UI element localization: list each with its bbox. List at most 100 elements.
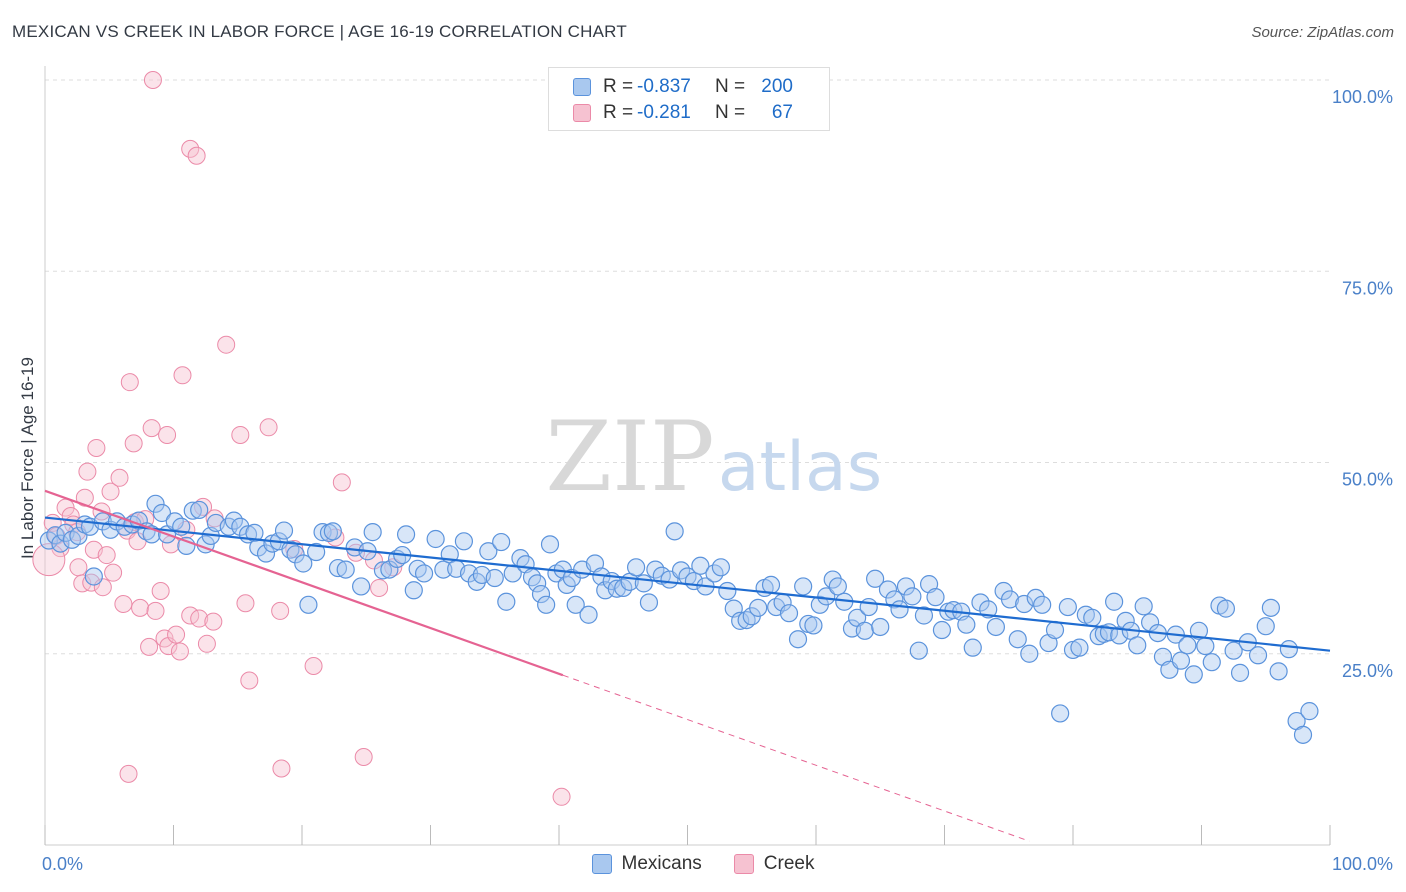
mexican-point	[779, 604, 799, 623]
watermark-atlas: atlas	[718, 428, 882, 507]
mexican-point	[245, 523, 264, 542]
creek-point	[240, 671, 259, 690]
mexican-point	[313, 523, 332, 542]
mexican-point	[336, 560, 355, 579]
creek-point	[259, 418, 278, 437]
mexican-point	[531, 584, 551, 604]
watermark: ZIP atlas	[545, 401, 882, 513]
mexican-point	[1128, 636, 1147, 655]
mexican-point	[1051, 704, 1070, 723]
mexican-point	[691, 556, 710, 575]
mexican-point	[152, 503, 172, 523]
mexican-point	[1033, 595, 1052, 614]
mexican-point	[408, 559, 427, 578]
creek-point	[272, 759, 291, 778]
creek-point	[187, 146, 206, 165]
creek-point	[231, 425, 250, 444]
creek-point	[142, 419, 161, 438]
mexican-point	[794, 577, 813, 596]
creek-point	[143, 71, 162, 89]
creek-point	[332, 473, 351, 492]
creek-point	[204, 612, 223, 631]
mexican-point	[885, 590, 904, 609]
y-tick-label: 75.0%	[1342, 278, 1393, 298]
mexican-point	[596, 581, 615, 600]
mexican-point	[761, 575, 781, 595]
mexican-point	[497, 592, 516, 611]
mexican-point	[1045, 620, 1065, 640]
mexican-point	[579, 605, 598, 624]
mexican-point	[396, 525, 416, 544]
mexican-point	[932, 620, 952, 640]
mexican-point	[528, 574, 547, 593]
mexican-point	[537, 595, 556, 614]
creek-trend-line	[44, 489, 564, 677]
creek-point	[119, 764, 138, 783]
mexican-points	[39, 494, 1319, 744]
mexican-point	[190, 500, 209, 520]
mexican-point	[51, 534, 70, 553]
mexican-point	[866, 569, 885, 588]
mexican-point	[828, 577, 847, 596]
mexican-point	[1256, 617, 1275, 636]
n-value: 200	[761, 76, 793, 97]
creek-swatch	[573, 104, 591, 122]
mexican-point	[1105, 592, 1124, 611]
mexican-point	[363, 523, 382, 542]
mexican-point	[1058, 597, 1077, 617]
mexican-point	[256, 544, 276, 563]
mexican-point	[1216, 599, 1236, 618]
mexican-point	[299, 595, 318, 614]
mexican-point	[1202, 653, 1221, 672]
mexican-point	[896, 577, 916, 596]
mexican-point	[485, 568, 504, 588]
mexican-point	[639, 593, 659, 612]
mexican-point	[414, 564, 434, 583]
creek-point	[197, 634, 216, 653]
mexican-point	[1300, 702, 1319, 721]
mexican-point	[909, 641, 928, 660]
mexican-point	[1015, 594, 1034, 614]
creek-point	[69, 558, 88, 577]
mexican-point	[328, 558, 348, 578]
source-label: Source: ZipAtlas.com	[1251, 24, 1394, 41]
legend-item-mexicans[interactable]: Mexicans	[591, 853, 702, 875]
legend-row-mexicans: R = -0.837 N = 200	[573, 75, 793, 99]
mexican-point	[434, 560, 453, 579]
creek-points	[32, 71, 571, 806]
creek-point	[104, 563, 123, 582]
creek-point	[131, 598, 150, 617]
mexican-point	[286, 545, 305, 564]
mexican-point	[1269, 662, 1288, 681]
mexican-point	[426, 529, 445, 549]
y-tick-label: 50.0%	[1342, 470, 1393, 490]
mexican-point	[665, 522, 684, 541]
axes	[44, 66, 1331, 846]
creek-point	[140, 637, 159, 656]
mexican-point	[963, 638, 982, 657]
mexican-point	[914, 606, 934, 625]
mexicans-swatch	[573, 78, 591, 96]
mexican-point	[926, 588, 945, 607]
mexican-point	[1000, 590, 1020, 609]
creek-point	[101, 482, 120, 501]
trend-lines	[44, 489, 1331, 842]
mexican-point	[352, 577, 371, 596]
mexicans-legend-swatch	[591, 854, 612, 874]
creek-point	[190, 609, 209, 628]
creek-legend-label: Creek	[763, 853, 815, 874]
creek-point	[75, 488, 94, 507]
stats-legend: R = -0.837 N = 200 R = -0.281 N = 67	[548, 67, 830, 131]
mexican-point	[859, 597, 878, 617]
creek-point	[120, 373, 139, 392]
mexican-point	[979, 600, 998, 619]
mexican-point	[1279, 640, 1298, 659]
legend-item-creek[interactable]: Creek	[733, 853, 815, 875]
mexican-point	[1230, 663, 1250, 682]
mexican-point	[1189, 621, 1209, 640]
mexican-point	[1196, 636, 1215, 656]
creek-point	[97, 546, 116, 565]
creek-trend-extension	[562, 674, 1030, 842]
mexican-point	[1184, 665, 1203, 684]
